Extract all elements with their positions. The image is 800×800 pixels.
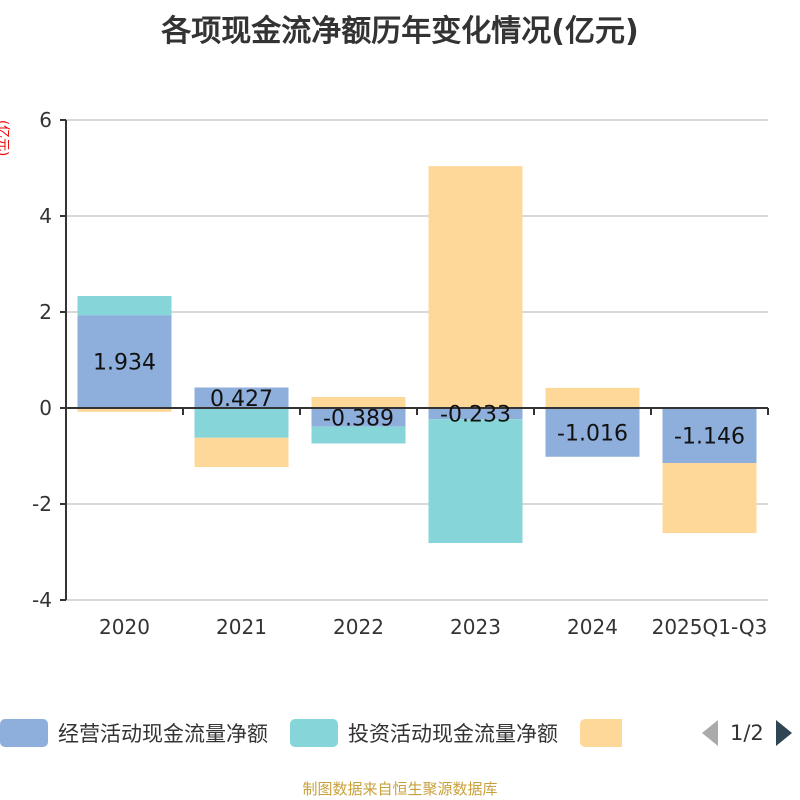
bar-2 — [194, 408, 289, 438]
x-tick-label: 2023 — [450, 615, 501, 639]
data-label: 0.427 — [210, 387, 273, 412]
x-tick-label: 2024 — [567, 615, 618, 639]
y-tick-label: 6 — [39, 108, 52, 132]
legend-item-investing[interactable]: 投资活动现金流量净额 — [290, 718, 558, 748]
legend-item-financing[interactable] — [580, 719, 632, 747]
chart-title: 各项现金流净额历年变化情况(亿元) — [161, 14, 639, 49]
data-label: 1.934 — [93, 351, 156, 376]
y-tick-label: -2 — [32, 492, 52, 516]
y-tick-label: -4 — [32, 588, 52, 612]
data-label: -1.146 — [674, 425, 745, 450]
bar-1 — [662, 408, 757, 464]
bar-3 — [194, 437, 289, 468]
bar-1 — [77, 315, 172, 408]
bar-1 — [311, 408, 406, 427]
prev-page-icon[interactable] — [702, 720, 718, 746]
x-tick-label: 2022 — [333, 615, 384, 639]
legend-swatch — [580, 719, 622, 747]
bar-1 — [545, 408, 640, 457]
y-tick-label: 0 — [39, 396, 52, 420]
x-tick-label: 2021 — [216, 615, 267, 639]
legend-label: 投资活动现金流量净额 — [348, 722, 558, 746]
plot-area: -4 -2 0 2 4 6 2020 2021 2022 2023 2024 2025Q1-Q3 1.9… — [32, 108, 769, 639]
bar-3 — [662, 463, 757, 534]
y-tick-label: 2 — [39, 300, 52, 324]
bar-2 — [428, 419, 523, 544]
next-page-icon[interactable] — [775, 720, 792, 746]
data-label: -1.016 — [557, 421, 628, 446]
legend-swatch — [290, 719, 338, 747]
x-tick-label: 2025Q1-Q3 — [652, 615, 768, 639]
legend: 经营活动现金流量净额 投资活动现金流量净额 — [0, 718, 654, 748]
y-tick-label: 4 — [39, 204, 52, 228]
bar-1 — [194, 387, 289, 408]
bar-2 — [311, 426, 406, 444]
bar-2 — [77, 295, 172, 316]
bar-3 — [545, 387, 640, 408]
bar-3 — [428, 166, 523, 408]
legend-label: 经营活动现金流量净额 — [58, 722, 268, 746]
bar-3 — [77, 408, 172, 412]
bar-1 — [428, 408, 523, 420]
bar-3 — [311, 396, 406, 408]
legend-pager: 1/2 — [702, 720, 792, 746]
x-tick-label: 2020 — [99, 615, 150, 639]
legend-swatch — [0, 719, 48, 747]
data-label: -0.233 — [440, 403, 511, 428]
data-label: -0.389 — [323, 406, 394, 431]
legend-item-operating[interactable]: 经营活动现金流量净额 — [0, 718, 268, 748]
data-source: 制图数据来自恒生聚源数据库 — [302, 780, 498, 798]
legend-page-indicator: 1/2 — [730, 721, 764, 745]
